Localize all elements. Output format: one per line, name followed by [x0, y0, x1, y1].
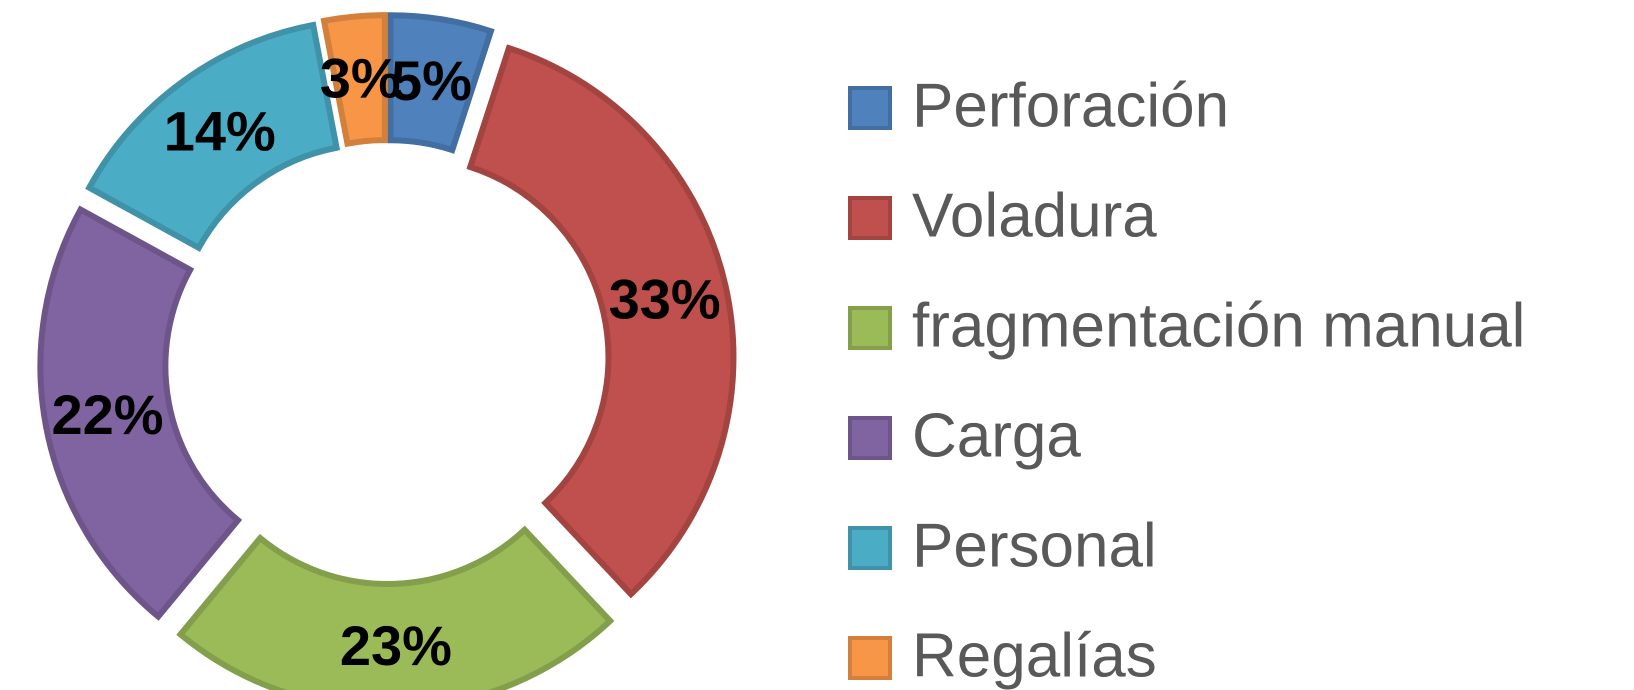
- data-label: 22%: [51, 383, 163, 446]
- legend-swatch: [848, 306, 892, 350]
- slice: [320, 12, 388, 148]
- legend-swatch: [848, 636, 892, 680]
- legend-swatch: [848, 416, 892, 460]
- legend-label: Perforación: [912, 71, 1229, 140]
- data-label: 33%: [609, 268, 721, 331]
- legend-label: Regalías: [912, 621, 1157, 690]
- slice: [466, 44, 737, 599]
- legend-swatch: [848, 86, 892, 130]
- legend-swatch: [848, 196, 892, 240]
- slice: [85, 21, 341, 252]
- legend-label: fragmentación manual: [912, 291, 1525, 360]
- legend-label: Carga: [912, 401, 1081, 470]
- legend-label: Voladura: [912, 181, 1157, 250]
- legend-label: Personal: [912, 511, 1157, 580]
- data-label: 3%: [320, 47, 401, 110]
- slice: [176, 525, 615, 690]
- slice: [387, 12, 495, 154]
- data-label: 14%: [164, 100, 276, 163]
- legend-swatch: [848, 526, 892, 570]
- slice: [37, 205, 243, 621]
- data-label: 5%: [391, 49, 472, 112]
- data-label: 23%: [340, 614, 452, 677]
